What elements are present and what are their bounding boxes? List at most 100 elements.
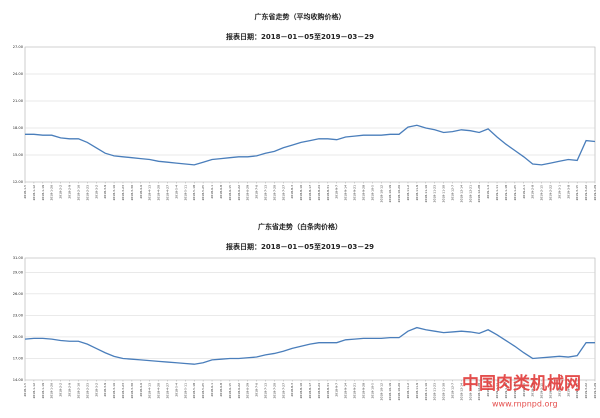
x-tick-label: 2018-4-27 (166, 383, 170, 399)
y-tick-label: 18.00 (13, 126, 24, 130)
x-tick-label: 2018-2-2 (59, 185, 63, 199)
x-tick-label: 2018-11-2 (406, 383, 410, 399)
x-tick-label: 2018-5-18 (192, 383, 196, 399)
x-tick-label: 2018-11-9 (415, 185, 419, 201)
x-tick-label: 2018-3-2 (94, 185, 98, 199)
x-tick-label: 2018-3-9 (103, 185, 107, 199)
watermark-name: 中国肉类机械网 (462, 373, 581, 394)
x-tick-label: 2018-3-30 (130, 185, 134, 201)
x-tick-label: 2018-9-21 (353, 185, 357, 201)
x-tick-label: 2018-12-14 (459, 383, 463, 401)
x-tick-label: 2018-8-3 (290, 383, 294, 397)
x-tick-label: 2018-11-2 (406, 185, 410, 201)
x-tick-label: 2018-4-20 (157, 185, 161, 201)
x-tick-label: 2019-2-1 (522, 383, 526, 397)
x-tick-label: 2018-5-11 (183, 383, 187, 399)
x-tick-label: 2018-5-11 (183, 185, 187, 201)
x-tick-label: 2018-10-26 (397, 383, 401, 401)
x-tick-label: 2019-3-1 (557, 383, 561, 397)
x-tick-label: 2019-1-11 (495, 185, 499, 201)
x-tick-label: 2018-8-31 (326, 185, 330, 201)
x-tick-label: 2018-7-27 (281, 383, 285, 399)
y-tick-label: 21.00 (13, 99, 24, 103)
x-tick-label: 2018-1-5 (23, 185, 27, 199)
x-tick-label: 2018-11-30 (442, 185, 446, 203)
x-tick-label: 2018-7-6 (255, 185, 259, 199)
x-tick-label: 2018-2-23 (85, 185, 89, 201)
chart-subtitle: 报表日期：2018－01－05至2019－03－29 (226, 242, 374, 251)
charts: 广东省走势（平均收购价格） 报表日期：2018－01－05至2019－03－29 1… (13, 12, 597, 400)
x-tick-label: 2018-6-29 (246, 185, 250, 201)
x-tick-label: 2019-3-29 (593, 185, 597, 201)
x-tick-label: 2019-1-25 (513, 185, 517, 201)
x-tick-label: 2018-3-16 (112, 383, 116, 399)
chart-title: 广东省走势（白条肉价格） (258, 222, 342, 231)
x-tick-label: 2018-2-16 (76, 185, 80, 201)
x-tick-label: 2018-8-17 (308, 383, 312, 399)
x-tick-label: 2019-2-22 (548, 383, 552, 399)
x-tick-label: 2019-1-18 (504, 383, 508, 399)
x-tick-label: 2018-4-13 (148, 383, 152, 399)
x-tick-label: 2018-2-16 (76, 383, 80, 399)
x-tick-label: 2018-6-8 (219, 185, 223, 199)
x-tick-label: 2018-7-27 (281, 185, 285, 201)
x-tick-label: 2018-8-31 (326, 383, 330, 399)
x-tick-label: 2018-12-14 (459, 185, 463, 203)
x-tick-label: 2018-2-9 (68, 383, 72, 397)
y-tick-label: 23.00 (13, 313, 24, 317)
x-tick-label: 2018-12-21 (468, 383, 472, 401)
x-tick-label: 2018-1-5 (23, 383, 27, 397)
x-tick-label: 2018-1-12 (32, 383, 36, 399)
x-tick-label: 2018-5-25 (201, 383, 205, 399)
x-tick-label: 2018-12-7 (451, 383, 455, 399)
x-tick-label: 2019-1-25 (513, 383, 517, 399)
x-tick-label: 2019-2-1 (522, 185, 526, 199)
price-line (25, 124, 596, 166)
x-tick-label: 2019-3-22 (584, 185, 588, 201)
x-tick-label: 2018-1-19 (41, 383, 45, 399)
x-tick-label: 2018-1-12 (32, 185, 36, 201)
x-tick-label: 2018-7-13 (263, 383, 267, 399)
x-tick-label: 2019-3-29 (593, 383, 597, 399)
x-tick-label: 2018-7-13 (263, 185, 267, 201)
x-tick-label: 2018-3-16 (112, 185, 116, 201)
x-tick-label: 2019-2-15 (540, 185, 544, 201)
x-tick-label: 2018-2-9 (68, 185, 72, 199)
x-tick-label: 2018-11-9 (415, 383, 419, 399)
x-tick-label: 2018-3-23 (121, 383, 125, 399)
x-tick-label: 2019-3-15 (575, 383, 579, 399)
y-tick-label: 20.00 (13, 335, 24, 339)
x-tick-label: 2018-9-21 (353, 383, 357, 399)
x-tick-label: 2018-2-2 (59, 383, 63, 397)
x-tick-label: 2018-1-26 (50, 383, 54, 399)
x-tick-label: 2018-10-19 (388, 185, 392, 203)
x-tick-label: 2018-10-26 (397, 185, 401, 203)
x-tick-label: 2018-3-23 (121, 185, 125, 201)
x-tick-label: 2018-6-15 (228, 383, 232, 399)
x-tick-label: 2018-8-3 (290, 185, 294, 199)
x-tick-label: 2018-10-12 (379, 185, 383, 203)
chart-title: 广东省走势（平均收购价格） (255, 12, 346, 21)
x-tick-label: 2018-7-6 (255, 383, 259, 397)
x-tick-label: 2018-11-16 (424, 185, 428, 203)
watermark-url: www.rnpnpd.org (492, 400, 558, 409)
x-tick-label: 2018-1-19 (41, 185, 45, 201)
x-tick-label: 2018-6-22 (237, 185, 241, 201)
y-tick-label: 26.00 (13, 292, 24, 296)
x-tick-label: 2018-9-14 (344, 383, 348, 399)
x-tick-label: 2019-2-8 (531, 185, 535, 199)
chart: 广东省走势（白条肉价格） 报表日期：2018－01－05至2019－03－29 14… (13, 222, 597, 400)
x-tick-label: 2018-7-20 (272, 185, 276, 201)
x-tick-label: 2019-2-8 (531, 383, 535, 397)
x-tick-label: 2018-12-7 (451, 185, 455, 201)
x-tick-label: 2018-12-21 (468, 185, 472, 203)
x-tick-label: 2018-5-18 (192, 185, 196, 201)
y-tick-label: 17.00 (13, 356, 24, 360)
x-tick-label: 2018-8-10 (299, 185, 303, 201)
x-tick-label: 2018-9-14 (344, 185, 348, 201)
x-tick-label: 2018-4-6 (139, 383, 143, 397)
x-tick-label: 2018-5-4 (174, 383, 178, 397)
price-line (24, 326, 595, 365)
y-tick-label: 12.00 (13, 180, 24, 184)
